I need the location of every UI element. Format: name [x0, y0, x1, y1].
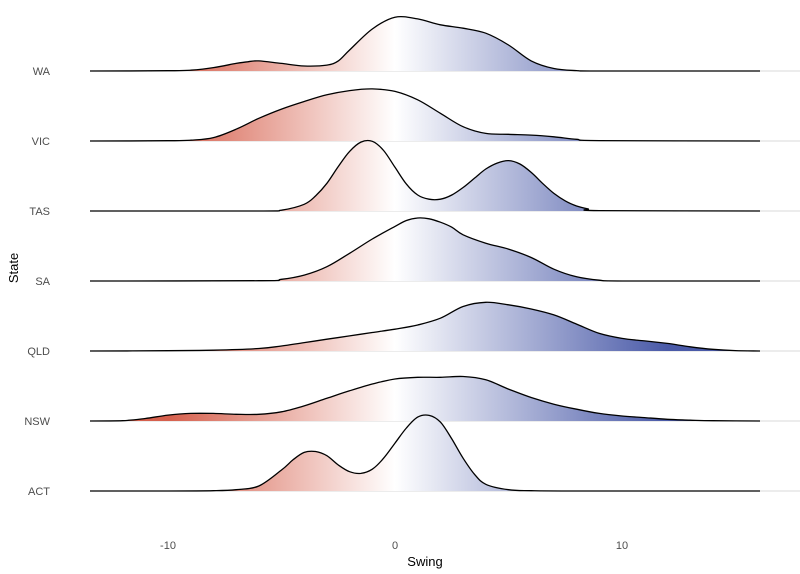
ridge-area-qld: [90, 302, 760, 351]
x-tick-label: 0: [392, 540, 398, 552]
ridge-area-act: [90, 415, 760, 491]
y-tick-label-sa: SA: [35, 276, 50, 288]
y-tick-label-vic: VIC: [32, 136, 50, 148]
x-axis-labels: -10 0 10: [160, 540, 628, 552]
y-tick-label-nsw: NSW: [24, 416, 50, 428]
ridge-line-vic: [89, 88, 761, 142]
x-tick-label: -10: [160, 540, 176, 552]
y-axis-title: State: [6, 253, 21, 283]
x-axis-title: Swing: [407, 554, 442, 569]
ridge-line-nsw: [89, 375, 761, 422]
ridge-line-tas: [89, 139, 761, 212]
ridge-line-wa: [89, 15, 760, 72]
ridge-area-wa: [90, 16, 760, 71]
ridge-line-sa: [89, 217, 760, 282]
y-axis-labels: WA VIC TAS SA QLD NSW ACT: [24, 66, 50, 498]
y-tick-label-act: ACT: [28, 486, 50, 498]
ridge-area-sa: [90, 217, 760, 281]
x-tick-label: 10: [616, 540, 628, 552]
y-tick-label-wa: WA: [33, 66, 51, 78]
ridge-area-vic: [90, 88, 760, 141]
y-tick-label-tas: TAS: [29, 206, 50, 218]
ridge-line-qld: [89, 301, 761, 352]
ridge-area-tas: [90, 140, 760, 211]
ridge-area-nsw: [90, 376, 760, 421]
ridge-line-act: [89, 414, 760, 492]
ridges: [89, 15, 761, 492]
y-tick-label-qld: QLD: [27, 346, 50, 358]
